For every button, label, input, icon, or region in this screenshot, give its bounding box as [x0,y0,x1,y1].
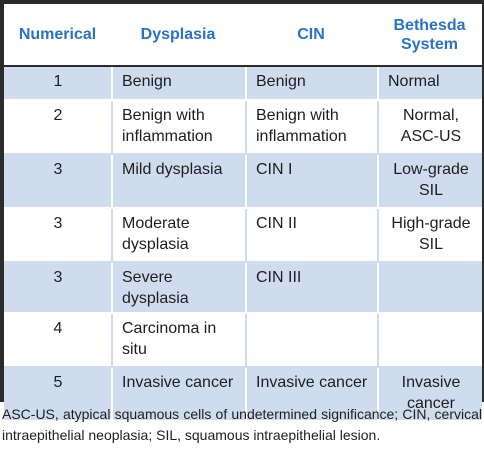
cell-numerical: 3 [4,209,111,263]
cell-numerical: 3 [4,263,111,314]
cell-numerical: 5 [4,368,111,422]
cell-numerical: 2 [4,101,111,155]
cell-cin: Benign [245,67,377,101]
cell-cin: CIN II [245,209,377,263]
table-row: 3 Mild dysplasia CIN I Low-grade SIL [4,155,482,209]
cell-bethesda: Normal, ASC-US [377,101,482,155]
header-cin: CIN [245,4,377,67]
header-row: Numerical Dysplasia CIN Bethesda System [4,4,482,67]
cell-cin: CIN III [245,263,377,314]
table-row: 5 Invasive cancer Invasive cancer Invasi… [4,368,482,422]
table-row: 2 Benign with inflammation Benign with i… [4,101,482,155]
cell-dysplasia: Mild dysplasia [111,155,245,209]
table-row: 4 Carcinoma in situ [4,314,482,368]
cell-bethesda [377,314,482,368]
table-row: 3 Moderate dysplasia CIN II High-grade S… [4,209,482,263]
table-row: 3 Severe dysplasia CIN III [4,263,482,314]
cell-bethesda: Low-grade SIL [377,155,482,209]
cell-dysplasia: Invasive cancer [111,368,245,422]
cell-bethesda: High-grade SIL [377,209,482,263]
cell-cin [245,314,377,368]
cell-bethesda: Normal [377,67,482,101]
table-frame: Numerical Dysplasia CIN Bethesda System … [0,0,484,422]
classification-table: Numerical Dysplasia CIN Bethesda System … [4,4,482,422]
header-bethesda-system: Bethesda System [377,4,482,67]
table-footnote: ASC-US, atypical squamous cells of undet… [2,406,482,443]
cell-bethesda [377,263,482,314]
cell-dysplasia: Benign with inflammation [111,101,245,155]
cell-numerical: 4 [4,314,111,368]
cell-numerical: 3 [4,155,111,209]
cell-cin: Invasive cancer [245,368,377,422]
cell-dysplasia: Benign [111,67,245,101]
header-dysplasia: Dysplasia [111,4,245,67]
cell-bethesda: Invasive cancer [377,368,482,422]
header-numerical: Numerical [4,4,111,67]
cell-cin: Benign with inflammation [245,101,377,155]
cell-dysplasia: Carcinoma in situ [111,314,245,368]
cell-dysplasia: Severe dysplasia [111,263,245,314]
cell-numerical: 1 [4,67,111,101]
cell-cin: CIN I [245,155,377,209]
table-row: 1 Benign Benign Normal [4,67,482,101]
cell-dysplasia: Moderate dysplasia [111,209,245,263]
